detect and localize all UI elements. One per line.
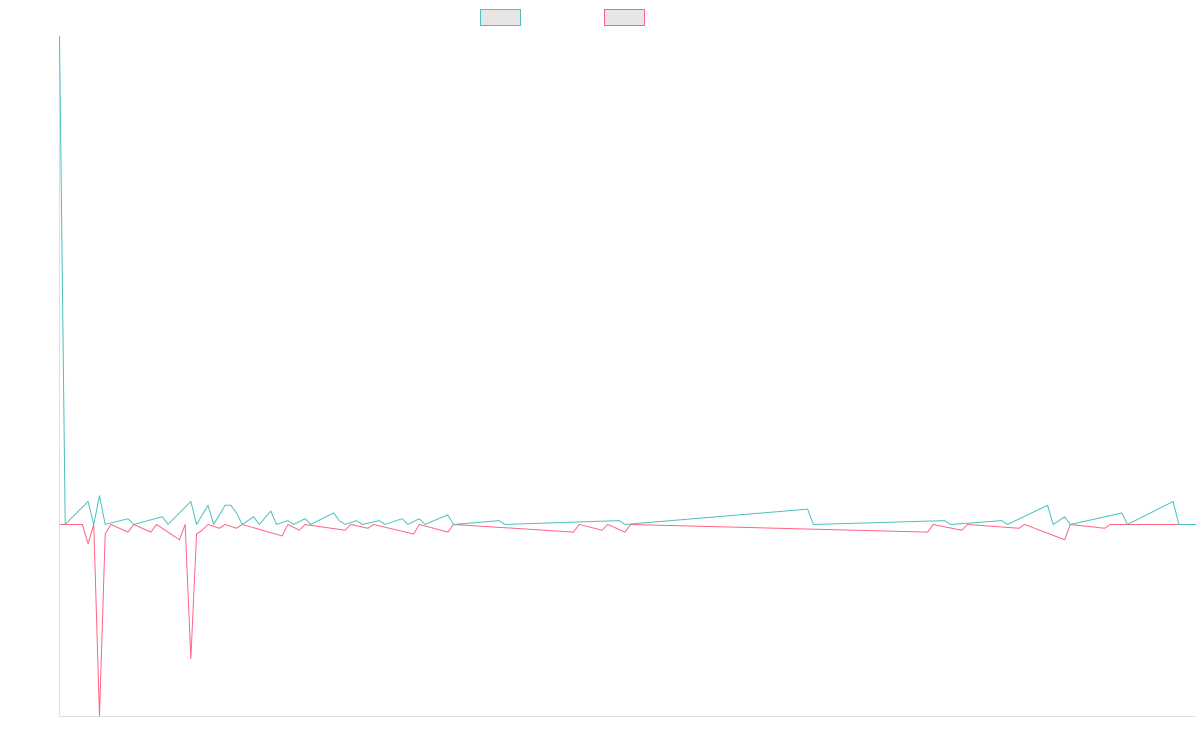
series-line-a [59, 35, 1196, 525]
legend-swatch-series-b[interactable] [604, 9, 645, 26]
series-layer [59, 35, 1196, 717]
legend[interactable] [480, 9, 645, 26]
series-line-b [59, 523, 1196, 717]
legend-swatch-series-a[interactable] [480, 9, 521, 26]
